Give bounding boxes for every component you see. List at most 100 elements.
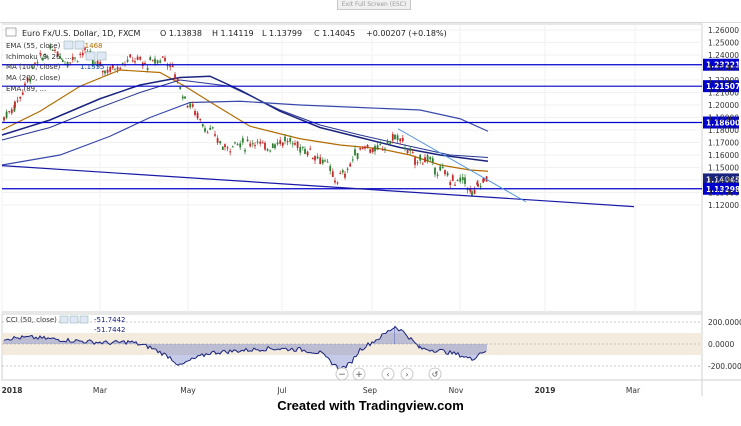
price-level-label: 1.18600 [706, 119, 740, 128]
arrow-left-icon: ‹ [386, 370, 389, 379]
eye-icon[interactable] [63, 40, 74, 50]
candle-body [386, 140, 389, 144]
indicator-ma200-label: MA (200, close) [6, 74, 61, 82]
candle-body [46, 56, 49, 59]
candle-body [231, 146, 234, 148]
candle-body [479, 186, 482, 188]
plus-icon: + [355, 370, 363, 380]
time-tick-label: Mar [93, 386, 108, 395]
candle-body [376, 145, 379, 150]
candle-body [234, 142, 236, 144]
candle-body [144, 62, 146, 64]
indicator-ema55-label: EMA (55, close) [6, 42, 61, 50]
candle-body [171, 65, 174, 68]
candle-body [261, 142, 264, 144]
candle-body [3, 117, 5, 121]
gear-icon[interactable] [74, 40, 85, 50]
candle-body [16, 100, 19, 102]
candle-body [426, 155, 429, 162]
candle-body [409, 148, 412, 151]
candle-body [126, 59, 129, 62]
candle-body [314, 156, 316, 161]
candle-body [139, 56, 142, 60]
collapse-icon[interactable] [5, 27, 17, 37]
candle-body [369, 149, 372, 153]
exit-fullscreen-button[interactable]: Exit Full Screen (ESC) [337, 0, 411, 10]
candle-body [136, 56, 139, 60]
reset-chart-button[interactable]: ↺ [428, 367, 442, 381]
candle-body [477, 183, 479, 187]
candle-body [204, 128, 206, 132]
ohlc-open: O 1.13838 [160, 29, 202, 38]
candle-body [389, 142, 392, 144]
price-level-badge [703, 58, 739, 71]
lower-channel-trendline[interactable] [1, 165, 635, 208]
candle-body [166, 65, 169, 67]
candle-body [36, 62, 39, 64]
symbol-title: Euro Fx/U.S. Dollar, 1D, FXCM [22, 29, 140, 38]
eye-icon[interactable] [59, 315, 69, 324]
candle-body [329, 166, 332, 171]
candle-body [56, 51, 59, 57]
eye-icon[interactable] [85, 51, 96, 61]
price-level-badge [703, 116, 739, 129]
candle-body [291, 143, 294, 145]
candle-body [129, 54, 132, 58]
candle-body [44, 54, 46, 56]
price-tick-label: 1.13000 [708, 189, 739, 198]
candle-body [284, 136, 286, 142]
descending-trendline[interactable] [397, 128, 527, 203]
price-tick-label: 1.22000 [708, 76, 739, 85]
candle-body [473, 189, 476, 194]
reset-icon: ↺ [432, 370, 439, 379]
candle-body [189, 103, 192, 108]
candle-body [364, 146, 366, 149]
candle-body [419, 154, 422, 161]
candle-body [179, 87, 182, 89]
candle-body [14, 102, 16, 108]
candle-body [149, 57, 152, 61]
price-axis: 1.26000 1.25000 1.24000 1.23000 1.22000 1.210… [708, 26, 739, 210]
gear-icon[interactable] [69, 315, 79, 324]
time-tick-label: 2019 [535, 386, 556, 395]
attribution-text: Created with Tradingview.com [277, 398, 464, 413]
candle-body [116, 67, 119, 70]
cci-tick-label: -200.0000 [708, 362, 741, 371]
candle-body [19, 96, 22, 99]
candle-body [331, 171, 334, 177]
candle-body [339, 173, 342, 175]
ema55-line [1, 69, 489, 172]
candle-body [269, 150, 272, 152]
candle-body [411, 152, 414, 154]
candle-body [279, 140, 282, 144]
candle-body [341, 170, 344, 173]
candle-body [121, 62, 124, 64]
close-icon[interactable] [79, 315, 89, 324]
scroll-left-button[interactable]: ‹ [381, 367, 395, 381]
candle-body [229, 151, 232, 153]
zoom-out-button[interactable]: − [335, 367, 349, 381]
candle-body [431, 158, 434, 163]
indicator-ma100-value: 1.1555 [80, 63, 105, 71]
candle-body [324, 160, 326, 162]
chart-legend: Euro Fx/U.S. Dollar, 1D, FXCM O 1.13838 … [5, 27, 447, 93]
candle-body [31, 66, 34, 68]
time-tick-label: Nov [449, 386, 464, 395]
price-level-label: 1.14045 [706, 175, 740, 184]
candle-body [266, 149, 269, 151]
candle-body [316, 156, 319, 159]
arrow-right-icon: › [405, 370, 408, 379]
candle-body [74, 57, 76, 59]
zoom-in-button[interactable]: + [352, 367, 366, 381]
candle-body [356, 153, 359, 159]
price-tick-label: 1.18000 [708, 126, 739, 135]
scroll-right-button[interactable]: › [400, 367, 414, 381]
candle-body [379, 144, 382, 146]
candle-body [246, 139, 249, 142]
indicator-ichimoku-label: Ichimoku (9, 26, ... [6, 53, 72, 61]
candle-body [309, 148, 312, 150]
price-tick-label: 1.17000 [708, 139, 739, 148]
candle-body [404, 147, 406, 150]
gear-icon[interactable] [96, 51, 107, 61]
